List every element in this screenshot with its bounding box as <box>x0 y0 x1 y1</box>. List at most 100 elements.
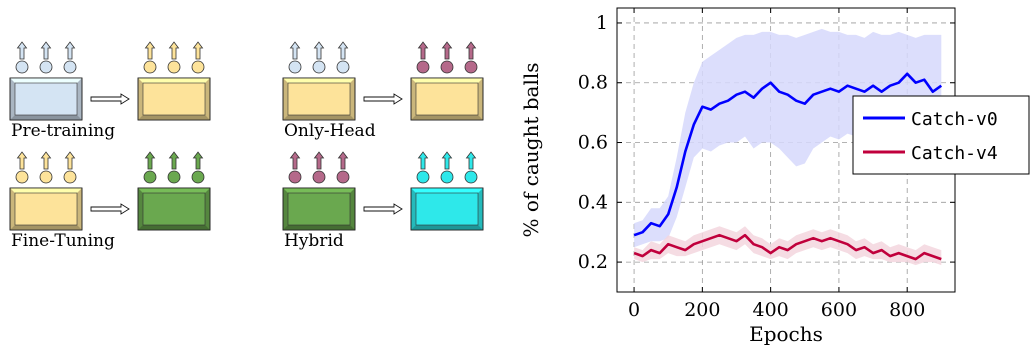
output-node-icon <box>288 60 302 74</box>
transfer-panel: Fine-Tuning <box>9 151 211 251</box>
up-arrow-icon <box>441 41 453 60</box>
block-outline <box>410 77 484 121</box>
output-node-icon <box>39 60 53 74</box>
block-bevel-bottom <box>283 225 355 230</box>
block-outline <box>9 77 83 121</box>
x-axis-label: Epochs <box>749 322 823 346</box>
output-node-icon <box>416 170 430 184</box>
block-outline <box>410 187 484 231</box>
y-tick-label: 0.8 <box>578 72 608 94</box>
block-face <box>142 82 206 116</box>
y-tick-label: 0.6 <box>578 132 608 154</box>
block-face <box>14 192 78 226</box>
x-tick-label: 0 <box>628 299 640 321</box>
block-bevel-bottom <box>10 115 82 120</box>
y-tick-label: 1 <box>596 12 608 34</box>
block-bevel-bottom <box>411 115 483 120</box>
up-arrow-icon <box>16 41 28 60</box>
block-bevel-top <box>283 78 355 83</box>
transfer-arrow-icon <box>363 203 403 215</box>
output-node-icon <box>416 60 430 74</box>
block-face <box>142 192 206 226</box>
panel-label: Hybrid <box>284 231 344 251</box>
head-units <box>143 41 205 74</box>
block-bevel-top <box>411 188 483 193</box>
series-line <box>633 233 942 261</box>
up-arrow-icon <box>40 41 52 60</box>
output-node-icon <box>288 170 302 184</box>
head-units <box>416 151 478 184</box>
panel-label: Only-Head <box>284 121 376 141</box>
output-node-icon <box>191 170 205 184</box>
y-tick-label: 0.4 <box>578 191 608 213</box>
output-node-icon <box>440 170 454 184</box>
output-node-icon <box>63 60 77 74</box>
block-outline <box>282 77 356 121</box>
target-block <box>410 77 484 121</box>
up-arrow-icon <box>16 151 28 170</box>
up-arrow-icon <box>40 151 52 170</box>
source-block <box>9 187 83 231</box>
block-face <box>14 82 78 116</box>
block-bevel-bottom <box>138 115 210 120</box>
panel-label: Fine-Tuning <box>11 231 115 251</box>
target-block <box>410 187 484 231</box>
up-arrow-icon <box>289 41 301 60</box>
output-node-icon <box>143 170 157 184</box>
legend-label: Catch-v4 <box>911 143 998 164</box>
target-block <box>137 187 211 231</box>
head-units <box>143 151 205 184</box>
x-tick-label: 800 <box>889 299 925 321</box>
up-arrow-icon <box>441 151 453 170</box>
y-axis-label: % of caught balls <box>519 62 543 237</box>
block-outline <box>137 187 211 231</box>
transfer-panel: Hybrid <box>282 151 484 251</box>
target-block <box>137 77 211 121</box>
up-arrow-icon <box>289 151 301 170</box>
up-arrow-icon <box>168 151 180 170</box>
block-face <box>287 82 351 116</box>
block-bevel-bottom <box>411 225 483 230</box>
block-bevel-top <box>283 188 355 193</box>
x-tick-label: 600 <box>821 299 857 321</box>
source-block <box>9 77 83 121</box>
up-arrow-icon <box>313 151 325 170</box>
head-units <box>15 41 77 74</box>
block-bevel-top <box>138 188 210 193</box>
output-node-icon <box>464 60 478 74</box>
up-arrow-icon <box>417 151 429 170</box>
output-node-icon <box>143 60 157 74</box>
up-arrow-icon <box>465 151 477 170</box>
output-node-icon <box>39 170 53 184</box>
output-node-icon <box>464 170 478 184</box>
block-face <box>415 192 479 226</box>
caught-balls-chart: 0 200 400 600 800 0.2 0.4 0.6 0.8 1 Epochs % of cau… <box>519 7 1030 346</box>
head-units <box>288 151 350 184</box>
block-outline <box>137 77 211 121</box>
output-node-icon <box>440 60 454 74</box>
transfer-panel: Only-Head <box>282 41 484 141</box>
output-node-icon <box>312 170 326 184</box>
transfer-arrow-icon <box>363 93 403 105</box>
up-arrow-icon <box>465 41 477 60</box>
block-bevel-bottom <box>10 225 82 230</box>
head-units <box>416 41 478 74</box>
block-bevel-top <box>411 78 483 83</box>
transfer-diagram: Pre-training Only-Head Fine-Tuning Hybrid <box>9 41 484 251</box>
up-arrow-icon <box>64 41 76 60</box>
block-outline <box>9 187 83 231</box>
block-bevel-top <box>10 188 82 193</box>
up-arrow-icon <box>192 41 204 60</box>
output-node-icon <box>336 60 350 74</box>
block-face <box>287 192 351 226</box>
source-block <box>282 77 356 121</box>
up-arrow-icon <box>192 151 204 170</box>
output-node-icon <box>312 60 326 74</box>
source-block <box>282 187 356 231</box>
legend: Catch-v0 Catch-v4 <box>852 95 1030 175</box>
output-node-icon <box>63 170 77 184</box>
block-outline <box>282 187 356 231</box>
output-node-icon <box>167 60 181 74</box>
y-tick-label: 0.2 <box>578 251 608 273</box>
up-arrow-icon <box>144 41 156 60</box>
